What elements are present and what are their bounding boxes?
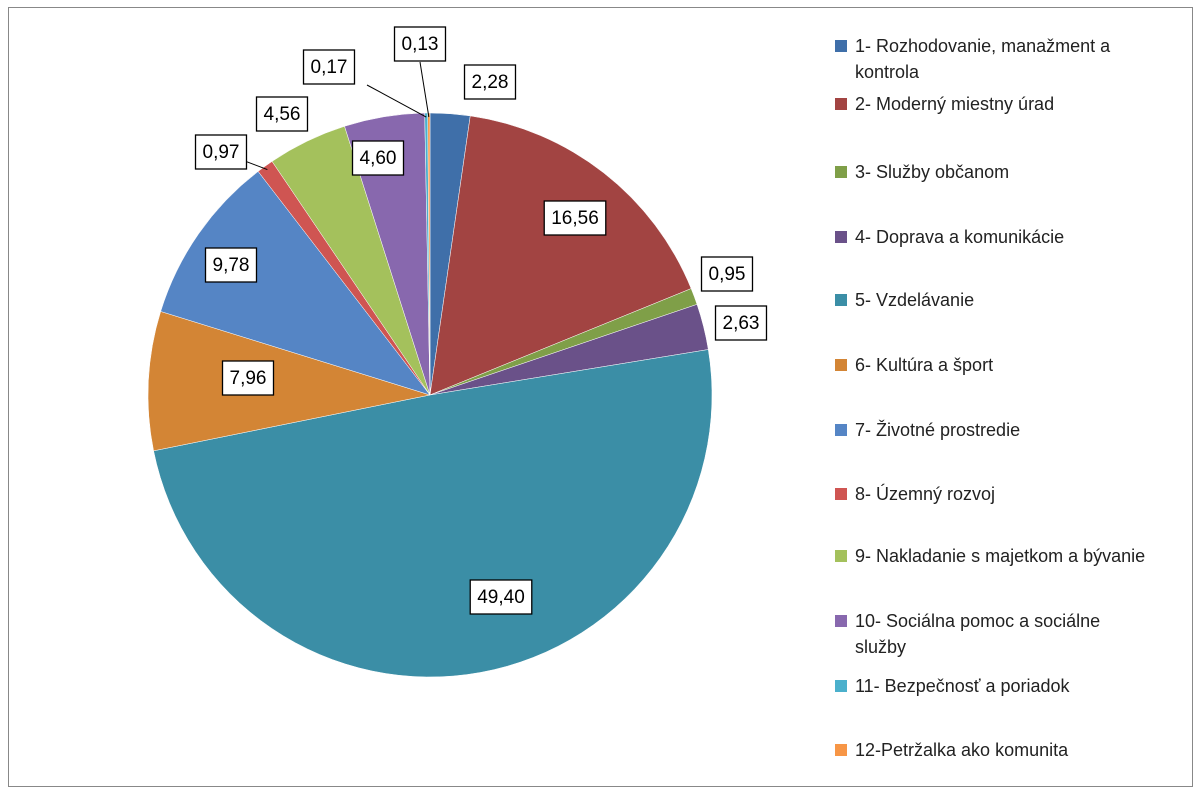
legend-label: 4- Doprava a komunikácie (855, 227, 1065, 247)
legend-swatch (835, 294, 847, 306)
legend-label: 1- Rozhodovanie, manažment a kontrola (855, 36, 1111, 82)
legend-swatch (835, 231, 847, 243)
legend-label: 5- Vzdelávanie (855, 290, 975, 310)
legend-swatch (835, 359, 847, 371)
data-label-box (714, 305, 768, 341)
legend-item: 9- Nakladanie s majetkom a bývanie (835, 543, 1155, 569)
data-label-box (393, 26, 447, 62)
data-label: 16,56 (551, 208, 599, 229)
leader-line (366, 84, 427, 118)
legend-label: 8- Územný rozvoj (855, 484, 996, 504)
data-label-box (351, 140, 405, 176)
legend-item: 12-Petržalka ako komunita (835, 737, 1155, 763)
legend-item: 4- Doprava a komunikácie (835, 224, 1155, 250)
data-label: 49,40 (477, 587, 525, 608)
legend-item: 7- Životné prostredie (835, 417, 1155, 443)
legend-item: 2- Moderný miestny úrad (835, 91, 1155, 117)
data-label: 4,56 (264, 104, 301, 125)
pie-slice (147, 311, 431, 452)
legend-item: 8- Územný rozvoj (835, 481, 1155, 507)
legend-label: 9- Nakladanie s majetkom a bývanie (855, 546, 1146, 566)
data-label: 2,63 (723, 313, 760, 334)
legend-label: 7- Životné prostredie (855, 420, 1021, 440)
legend-label: 3- Služby občanom (855, 162, 1010, 182)
legend-swatch (835, 550, 847, 562)
pie-slice (160, 171, 431, 396)
data-label-box (221, 360, 275, 396)
legend-item: 6- Kultúra a šport (835, 352, 1155, 378)
data-label: 0,95 (709, 264, 746, 285)
legend-swatch (835, 424, 847, 436)
legend-swatch (835, 615, 847, 627)
data-label: 2,28 (472, 72, 509, 93)
data-label-box (255, 96, 309, 132)
legend-item: 5- Vzdelávanie (835, 287, 1155, 313)
data-label: 9,78 (213, 255, 250, 276)
legend-swatch (835, 744, 847, 756)
legend-swatch (835, 680, 847, 692)
legend-swatch (835, 166, 847, 178)
pie-slice (153, 349, 713, 678)
leader-line (419, 61, 430, 118)
data-label: 0,17 (311, 57, 348, 78)
legend-label: 10- Sociálna pomoc a sociálne služby (855, 611, 1101, 657)
data-label-box (204, 247, 258, 283)
legend-item: 11- Bezpečnosť a poriadok (835, 673, 1155, 699)
data-label-box (194, 134, 248, 170)
legend-item: 3- Služby občanom (835, 159, 1155, 185)
legend-swatch (835, 488, 847, 500)
legend-swatch (835, 98, 847, 110)
data-label: 0,97 (203, 142, 240, 163)
pie-slice (427, 112, 431, 396)
pie-slice (429, 115, 692, 396)
legend-swatch (835, 40, 847, 52)
legend-label: 2- Moderný miestny úrad (855, 94, 1055, 114)
data-label-box (463, 64, 517, 100)
data-label: 0,13 (402, 34, 439, 55)
data-label-box (543, 200, 607, 236)
data-label-box (469, 579, 533, 615)
legend-item: 10- Sociálna pomoc a sociálne služby (835, 608, 1155, 660)
legend-item: 1- Rozhodovanie, manažment a kontrola (835, 33, 1155, 85)
data-label-box (302, 49, 356, 85)
legend-label: 6- Kultúra a šport (855, 355, 994, 375)
data-label: 7,96 (230, 368, 267, 389)
legend-label: 11- Bezpečnosť a poriadok (855, 676, 1070, 696)
data-label: 4,60 (360, 148, 397, 169)
legend-label: 12-Petržalka ako komunita (855, 740, 1069, 760)
data-label-box (700, 256, 754, 292)
